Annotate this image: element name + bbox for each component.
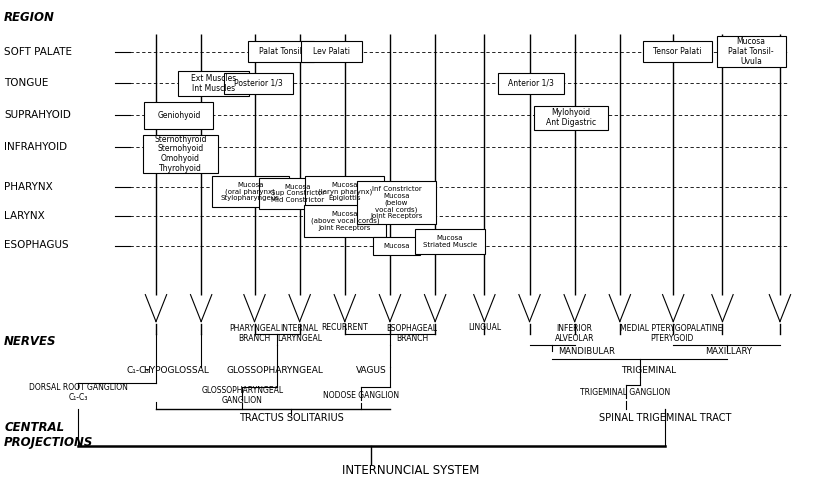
FancyBboxPatch shape xyxy=(143,135,218,173)
FancyBboxPatch shape xyxy=(357,181,436,224)
Text: PHARYNGEAL
BRANCH: PHARYNGEAL BRANCH xyxy=(229,324,280,343)
FancyBboxPatch shape xyxy=(498,73,564,94)
Text: Mucosa
(above vocal cords)
Joint Receptors: Mucosa (above vocal cords) Joint Recepto… xyxy=(310,211,379,231)
Text: NERVES: NERVES xyxy=(4,335,57,348)
Text: DORSAL ROOT GANGLION
C₁-C₃: DORSAL ROOT GANGLION C₁-C₃ xyxy=(29,383,127,402)
FancyBboxPatch shape xyxy=(534,106,608,130)
FancyBboxPatch shape xyxy=(301,41,362,62)
Text: C₁-C₃: C₁-C₃ xyxy=(126,366,149,375)
Text: INTERNUNCIAL SYSTEM: INTERNUNCIAL SYSTEM xyxy=(342,464,479,477)
Text: LINGUAL: LINGUAL xyxy=(468,323,501,331)
FancyBboxPatch shape xyxy=(305,176,384,207)
Text: Palat Tonsil: Palat Tonsil xyxy=(259,47,302,56)
Text: Anterior 1/3: Anterior 1/3 xyxy=(508,79,554,88)
Text: LARYNX: LARYNX xyxy=(4,211,45,221)
Text: INFRAHYOID: INFRAHYOID xyxy=(4,142,67,152)
FancyBboxPatch shape xyxy=(178,71,249,96)
FancyBboxPatch shape xyxy=(259,178,337,209)
Text: MEDIAL PTERYGOPALATINE
PTERYGOID: MEDIAL PTERYGOPALATINE PTERYGOID xyxy=(621,324,722,343)
Text: TRIGEMINAL GANGLION: TRIGEMINAL GANGLION xyxy=(580,388,671,397)
Text: Geniohyoid: Geniohyoid xyxy=(158,111,200,120)
Text: HYPOGLOSSAL: HYPOGLOSSAL xyxy=(143,366,209,375)
Text: MAXILLARY: MAXILLARY xyxy=(705,347,753,355)
FancyBboxPatch shape xyxy=(643,41,712,62)
Text: Mucosa
(oral pharynx)
Stylopharyngeus: Mucosa (oral pharynx) Stylopharyngeus xyxy=(221,182,280,201)
FancyBboxPatch shape xyxy=(373,237,420,255)
FancyBboxPatch shape xyxy=(717,36,786,67)
FancyBboxPatch shape xyxy=(144,102,213,129)
Text: PHARYNX: PHARYNX xyxy=(4,182,53,191)
Text: VAGUS: VAGUS xyxy=(355,366,387,375)
FancyBboxPatch shape xyxy=(248,41,314,62)
FancyBboxPatch shape xyxy=(212,176,289,207)
Text: INTERNAL
LARYNGEAL: INTERNAL LARYNGEAL xyxy=(277,324,322,343)
Text: NODOSE GANGLION: NODOSE GANGLION xyxy=(323,391,399,400)
FancyBboxPatch shape xyxy=(415,229,485,254)
Text: Inf Constrictor
Mucosa
(below
vocal cords)
Joint Receptors: Inf Constrictor Mucosa (below vocal cord… xyxy=(370,186,423,219)
Text: TRIGEMINAL: TRIGEMINAL xyxy=(621,366,677,375)
Text: Ext Muscles
Int Muscles: Ext Muscles Int Muscles xyxy=(190,74,236,93)
Text: Posterior 1/3: Posterior 1/3 xyxy=(234,79,283,88)
Text: Mylohyoid
Ant Digastric: Mylohyoid Ant Digastric xyxy=(545,109,596,127)
FancyBboxPatch shape xyxy=(304,205,386,237)
Text: Tensor Palati: Tensor Palati xyxy=(653,47,702,56)
Text: Sternothyroid
Sternohyoid
Omohyoid
Thyrohyoid: Sternothyroid Sternohyoid Omohyoid Thyro… xyxy=(154,135,207,173)
Text: SPINAL TRIGEMINAL TRACT: SPINAL TRIGEMINAL TRACT xyxy=(599,413,732,423)
Text: SUPRAHYOID: SUPRAHYOID xyxy=(4,110,71,120)
Text: Mucosa
Sup Constrictor
Mid Constrictor: Mucosa Sup Constrictor Mid Constrictor xyxy=(271,184,325,203)
Text: GLOSSOPHARYNGEAL
GANGLION: GLOSSOPHARYNGEAL GANGLION xyxy=(201,386,283,405)
Text: Lev Palati: Lev Palati xyxy=(313,47,351,56)
Text: TONGUE: TONGUE xyxy=(4,79,48,88)
Text: Mucosa
Palat Tonsil-
Uvula: Mucosa Palat Tonsil- Uvula xyxy=(728,37,774,66)
Text: RECURRENT: RECURRENT xyxy=(322,323,368,331)
Text: Mucosa: Mucosa xyxy=(383,243,410,249)
FancyBboxPatch shape xyxy=(224,73,293,94)
Text: GLOSSOPHARYNGEAL: GLOSSOPHARYNGEAL xyxy=(227,366,323,375)
Text: TRACTUS SOLITARIUS: TRACTUS SOLITARIUS xyxy=(239,413,344,423)
Text: SOFT PALATE: SOFT PALATE xyxy=(4,47,72,56)
Text: MANDIBULAR: MANDIBULAR xyxy=(558,347,616,355)
Text: Mucosa
(laryn pharynx)
Epiglottis: Mucosa (laryn pharynx) Epiglottis xyxy=(318,182,372,201)
Text: INFERIOR
ALVEOLAR: INFERIOR ALVEOLAR xyxy=(555,324,594,343)
Text: Mucosa
Striated Muscle: Mucosa Striated Muscle xyxy=(423,235,477,248)
Text: CENTRAL
PROJECTIONS: CENTRAL PROJECTIONS xyxy=(4,420,94,449)
Text: ESOPHAGEAL
BRANCH: ESOPHAGEAL BRANCH xyxy=(387,324,438,343)
Text: REGION: REGION xyxy=(4,11,55,24)
Text: ESOPHAGUS: ESOPHAGUS xyxy=(4,241,69,250)
